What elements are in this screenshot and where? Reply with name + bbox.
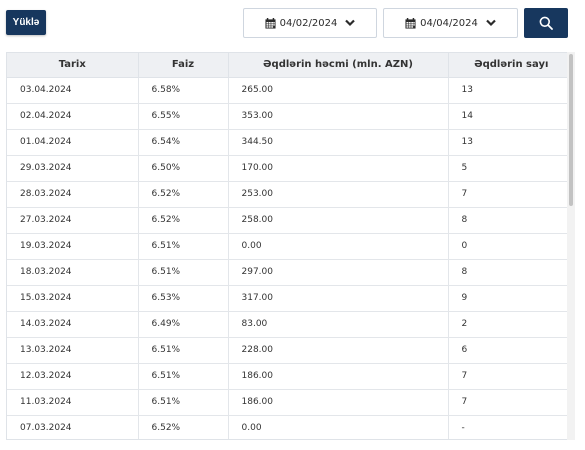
table-header-row: Tarix Faiz Əqdlərin həcmi (mln. AZN) Əqd… <box>7 53 572 78</box>
cell-date: 19.03.2024 <box>7 233 139 260</box>
date-to-picker[interactable]: 04/04/2024 <box>383 8 518 38</box>
cell-date: 14.03.2024 <box>7 311 139 338</box>
table-row: 18.03.2024 6.51% 297.00 8 <box>7 259 572 286</box>
cell-count: 14 <box>448 103 572 130</box>
cell-volume: 353.00 <box>228 103 449 130</box>
chevron-down-icon <box>345 19 356 27</box>
cell-rate: 6.55% <box>138 103 229 130</box>
table-row: 07.03.2024 6.52% 0.00- <box>7 415 572 439</box>
table-row: 28.03.2024 6.52% 253.00 7 <box>7 181 572 208</box>
table-row: 27.03.2024 6.52% 258.00 8 <box>7 207 572 234</box>
cell-rate: 6.58% <box>138 77 229 104</box>
table-row: 01.04.2024 6.54% 344.50 13 <box>7 129 572 156</box>
header-count[interactable]: Əqdlərin sayı <box>448 53 572 78</box>
calendar-icon <box>405 17 416 29</box>
cell-volume: 0.00 <box>228 233 449 260</box>
header-volume[interactable]: Əqdlərin həcmi (mln. AZN) <box>228 53 449 78</box>
cell-count: 2 <box>448 311 572 338</box>
cell-count: 9 <box>448 285 572 312</box>
date-to-value: 04/04/2024 <box>420 17 478 29</box>
search-button[interactable] <box>524 8 568 38</box>
cell-date: 07.03.2024 <box>7 415 139 439</box>
table-row: 14.03.2024 6.49% 83.00 2 <box>7 311 572 338</box>
cell-date: 01.04.2024 <box>7 129 139 156</box>
cell-rate: 6.53% <box>138 285 229 312</box>
cell-volume: 186.00 <box>228 363 449 390</box>
cell-volume: 258.00 <box>228 207 449 234</box>
cell-count: 8 <box>448 259 572 286</box>
cell-date: 15.03.2024 <box>7 285 139 312</box>
table-row: 19.03.2024 6.51% 0.00 0 <box>7 233 572 260</box>
cell-date: 18.03.2024 <box>7 259 139 286</box>
cell-volume: 297.00 <box>228 259 449 286</box>
cell-count: 7 <box>448 363 572 390</box>
cell-rate: 6.51% <box>138 363 229 390</box>
cell-volume: 317.00 <box>228 285 449 312</box>
cell-date: 27.03.2024 <box>7 207 139 234</box>
table-scrollbar[interactable] <box>567 52 575 440</box>
date-from-value: 04/02/2024 <box>279 17 338 29</box>
cell-rate: 6.52% <box>138 415 229 439</box>
cell-volume: 0.00 <box>228 415 449 439</box>
table-row: 13.03.2024 6.51% 228.00 6 <box>7 337 572 364</box>
cell-volume: 253.00 <box>228 181 449 208</box>
cell-volume: 228.00 <box>228 337 449 364</box>
cell-rate: 6.50% <box>138 155 229 182</box>
header-date[interactable]: Tarix <box>7 53 139 78</box>
cell-date: 11.03.2024 <box>7 389 139 416</box>
table-row: 29.03.2024 6.50% 170.00 5 <box>7 155 572 182</box>
cell-rate: 6.51% <box>138 259 229 286</box>
cell-count: 7 <box>448 181 572 208</box>
data-table: Tarix Faiz Əqdlərin həcmi (mln. AZN) Əqd… <box>7 53 572 439</box>
cell-date: 03.04.2024 <box>7 77 139 104</box>
download-button[interactable]: Yüklə <box>6 10 46 35</box>
cell-count: 13 <box>448 129 572 156</box>
cell-count: 0 <box>448 233 572 260</box>
cell-volume: 344.50 <box>228 129 449 156</box>
cell-count: 5 <box>448 155 572 182</box>
cell-rate: 6.52% <box>138 207 229 234</box>
cell-date: 02.04.2024 <box>7 103 139 130</box>
cell-date: 13.03.2024 <box>7 337 139 364</box>
table-row: 03.04.2024 6.58% 265.00 13 <box>7 77 572 104</box>
table-row: 15.03.2024 6.53% 317.00 9 <box>7 285 572 312</box>
chevron-down-icon <box>486 19 496 27</box>
cell-count: 6 <box>448 337 572 364</box>
table-row: 12.03.2024 6.51% 186.00 7 <box>7 363 572 390</box>
scrollbar-thumb[interactable] <box>569 54 573 206</box>
cell-rate: 6.52% <box>138 181 229 208</box>
date-from-picker[interactable]: 04/02/2024 <box>243 8 377 38</box>
cell-count: 13 <box>448 77 572 104</box>
cell-rate: 6.51% <box>138 389 229 416</box>
cell-rate: 6.51% <box>138 233 229 260</box>
cell-rate: 6.49% <box>138 311 229 338</box>
cell-count: 8 <box>448 207 572 234</box>
search-icon <box>539 16 553 30</box>
cell-count: - <box>448 415 572 439</box>
calendar-icon <box>265 17 276 29</box>
cell-rate: 6.54% <box>138 129 229 156</box>
cell-date: 28.03.2024 <box>7 181 139 208</box>
cell-volume: 83.00 <box>228 311 449 338</box>
cell-volume: 265.00 <box>228 77 449 104</box>
cell-rate: 6.51% <box>138 337 229 364</box>
cell-date: 29.03.2024 <box>7 155 139 182</box>
cell-count: 7 <box>448 389 572 416</box>
header-rate[interactable]: Faiz <box>138 53 229 78</box>
cell-volume: 186.00 <box>228 389 449 416</box>
cell-date: 12.03.2024 <box>7 363 139 390</box>
table-row: 02.04.2024 6.55% 353.00 14 <box>7 103 572 130</box>
data-table-container: Tarix Faiz Əqdlərin həcmi (mln. AZN) Əqd… <box>6 52 573 440</box>
cell-volume: 170.00 <box>228 155 449 182</box>
table-row: 11.03.2024 6.51% 186.00 7 <box>7 389 572 416</box>
